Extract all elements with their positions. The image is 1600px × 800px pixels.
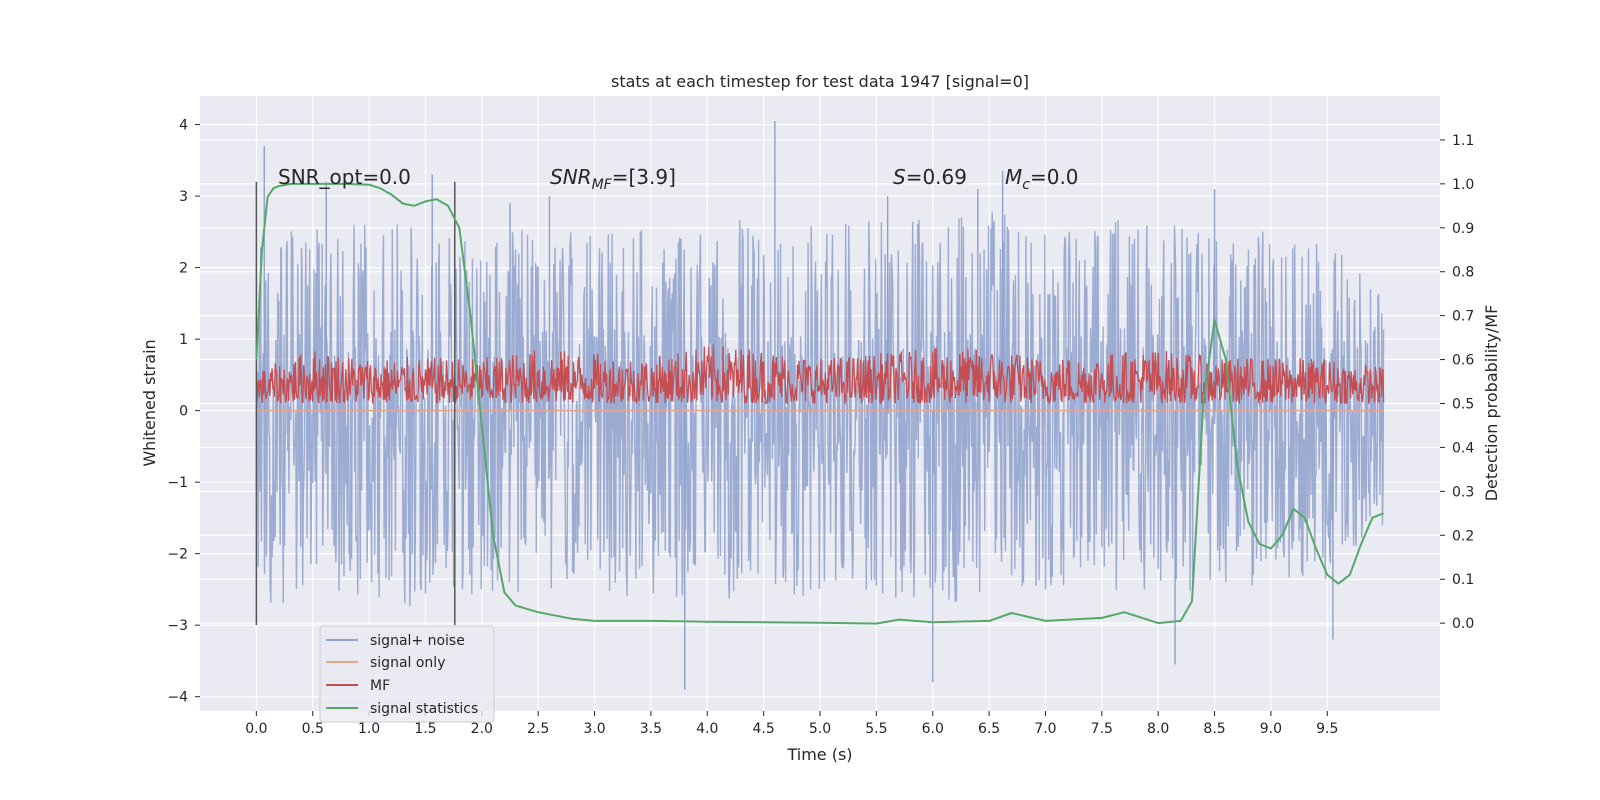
x-tick-label: 0.0 <box>245 721 267 737</box>
annotation-s-value: =0.69 <box>906 165 967 189</box>
x-tick-label: 6.0 <box>922 721 944 737</box>
y2-tick-label: 0.5 <box>1452 397 1474 413</box>
y-tick-label: 3 <box>179 189 188 205</box>
annotations: SNR_opt=0.0 SNRMF=[3.9] S=0.69 Mc=0.0 <box>278 165 1079 193</box>
y2-tick-label: 1.0 <box>1452 177 1474 193</box>
y-tick-label: 0 <box>179 404 188 420</box>
x-tick-label: 2.5 <box>527 721 549 737</box>
x-tick-label: 5.0 <box>809 721 831 737</box>
y2-tick-label: 0.6 <box>1452 353 1474 369</box>
x-tick-label: 3.0 <box>583 721 605 737</box>
y2-tick-label: 0.9 <box>1452 221 1474 237</box>
x-tick-label: 1.0 <box>358 721 380 737</box>
x-tick-label: 7.5 <box>1091 721 1113 737</box>
x-tick-label: 1.5 <box>414 721 436 737</box>
series-area <box>255 121 1385 690</box>
legend-box <box>319 625 495 723</box>
x-tick-label: 8.0 <box>1147 721 1169 737</box>
y-tick-label: 2 <box>179 261 188 277</box>
x-tick-label: 8.5 <box>1203 721 1225 737</box>
y2-tick-label: 0.4 <box>1452 440 1474 456</box>
y-tick-label: 1 <box>179 332 188 348</box>
x-tick-label: 3.5 <box>640 721 662 737</box>
y-tick-label: −4 <box>167 690 188 706</box>
x-tick-label: 2.0 <box>471 721 493 737</box>
annotation-mc: Mc=0.0 <box>1005 165 1079 193</box>
x-tick-label: 7.0 <box>1034 721 1056 737</box>
annotation-s-name: S <box>893 165 906 189</box>
series-mf-line <box>255 344 1385 406</box>
y-tick-label: −3 <box>167 618 188 634</box>
annotation-snr-mf-rest: =[3.9] <box>612 165 676 189</box>
x-tick-label: 0.5 <box>302 721 324 737</box>
x-tick-label: 9.5 <box>1316 721 1338 737</box>
series-signal-noise-line <box>255 212 1385 607</box>
annotation-snr-mf-base: SNR <box>550 165 592 189</box>
y2-tick-label: 1.1 <box>1452 133 1474 149</box>
y2-tick-label: 0.8 <box>1452 265 1474 281</box>
annotation-s: S=0.69 <box>893 165 967 189</box>
legend-label-signal-only: signal only <box>370 655 445 671</box>
axes: 0.0 0.5 1.0 1.5 2.0 2.5 3.0 3.5 4.0 4.5 5.0 5.5 6.0 6… <box>167 118 1474 737</box>
y-tick-label: 4 <box>179 118 188 134</box>
x-axis-label: Time (s) <box>786 745 852 764</box>
y2-tick-label: 0.7 <box>1452 309 1474 325</box>
legend: signal+ noise signal only MF signal stat… <box>319 625 495 723</box>
y2-tick-label: 0.1 <box>1452 572 1474 588</box>
annotation-snr-opt: SNR_opt=0.0 <box>278 165 411 189</box>
y2-axis-label: Detection probability/MF <box>1482 305 1501 502</box>
annotation-snr-mf-sub: MF <box>592 177 613 193</box>
y2-tick-label: 0.3 <box>1452 484 1474 500</box>
legend-label-signal-noise: signal+ noise <box>370 633 465 649</box>
annotation-mc-base: M <box>1005 165 1022 189</box>
x-tick-label: 9.0 <box>1260 721 1282 737</box>
legend-label-signal-statistics: signal statistics <box>370 701 478 717</box>
y2-tick-label: 0.2 <box>1452 528 1474 544</box>
y-tick-label: −2 <box>167 547 188 563</box>
x-tick-label: 5.5 <box>865 721 887 737</box>
legend-label-mf: MF <box>370 678 390 694</box>
annotation-snr-mf: SNRMF=[3.9] <box>550 165 676 193</box>
series-signal-statistics-line <box>255 182 1384 625</box>
annotation-mc-value: =0.0 <box>1030 165 1079 189</box>
x-tick-label: 6.5 <box>978 721 1000 737</box>
annotation-mc-sub: c <box>1022 177 1030 193</box>
chart-title: stats at each timestep for test data 194… <box>611 72 1029 91</box>
x-tick-label: 4.5 <box>753 721 775 737</box>
y-tick-label: −1 <box>167 475 188 491</box>
y-axis-label: Whitened strain <box>140 339 159 466</box>
x-tick-label: 4.0 <box>696 721 718 737</box>
y2-tick-label: 0.0 <box>1452 616 1474 632</box>
